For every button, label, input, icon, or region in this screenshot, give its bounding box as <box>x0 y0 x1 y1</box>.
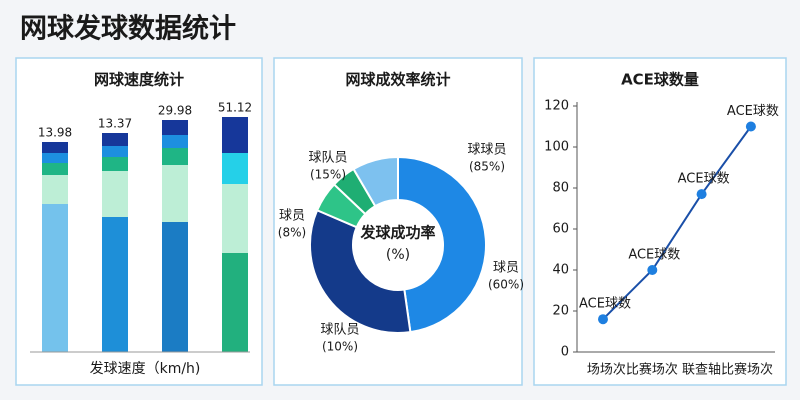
bar-segment <box>102 217 128 352</box>
point <box>696 189 707 200</box>
point <box>647 265 658 275</box>
point-label: ACE球数 <box>678 172 730 187</box>
page-title: 网球发球数据统计 <box>20 13 236 45</box>
bar-segment <box>42 153 68 163</box>
line <box>602 125 752 320</box>
slice-value-label: (10%) <box>322 340 358 354</box>
donut-slice <box>397 155 487 334</box>
slice-value-label: (60%) <box>488 278 524 292</box>
slice-name: 球球员 <box>467 143 506 158</box>
donut-slice <box>309 208 412 334</box>
donut-slice <box>352 155 399 208</box>
chart-title: 网球速度统计 <box>94 71 184 89</box>
slice-value-label: (85%) <box>469 160 505 174</box>
bar-segment <box>102 133 128 146</box>
point <box>745 121 756 132</box>
y-tick-label: 100 <box>544 140 569 155</box>
bar-label: 13.37 <box>98 117 132 131</box>
bar-segment <box>102 157 128 171</box>
slice-name: 球队员 <box>308 151 347 166</box>
y-tick-label: 20 <box>552 304 569 319</box>
panel <box>273 57 523 386</box>
chart-title: ACE球数量 <box>621 71 699 89</box>
bar-segment <box>222 153 248 184</box>
bar-segment <box>162 165 188 222</box>
bar-label: 29.98 <box>158 104 192 118</box>
x-axis-label: 场场次比赛场次 联查轴比赛场次 <box>587 362 773 378</box>
panel <box>533 57 787 386</box>
center-label: (%) <box>386 247 410 263</box>
slice-name: 球员 <box>493 261 519 276</box>
bar-segment <box>42 163 68 175</box>
bar-segment <box>162 135 188 148</box>
bar-segment <box>222 253 248 352</box>
y-tick-label: 60 <box>552 222 569 237</box>
x-axis-label: 发球速度（km/h) <box>90 361 201 377</box>
y-tick-label: 120 <box>544 99 569 114</box>
point-label: ACE球数 <box>628 248 680 263</box>
chart-title: 网球成效率统计 <box>345 71 450 89</box>
bar-segment <box>102 171 128 217</box>
y-tick-label: 0 <box>561 345 569 360</box>
bar-label: 51.12 <box>218 101 252 115</box>
center-label: 发球成功率 <box>359 224 435 242</box>
bar-segment <box>162 148 188 165</box>
slice-name: 球员 <box>279 209 305 224</box>
bar-segment <box>102 146 128 157</box>
y-tick-label: 40 <box>552 263 569 278</box>
point-label: ACE球数 <box>727 104 779 119</box>
bar-segment <box>222 184 248 253</box>
slice-value-label: (8%) <box>278 226 306 240</box>
point-label: ACE球数 <box>579 297 631 312</box>
bar-segment <box>162 120 188 135</box>
bar-segment <box>162 222 188 352</box>
slice-value-label: (15%) <box>310 168 346 182</box>
bar-label: 13.98 <box>38 126 72 140</box>
point <box>598 314 608 325</box>
bar-segment <box>42 142 68 153</box>
y-tick-label: 80 <box>552 181 569 196</box>
bar-segment <box>42 204 68 352</box>
slice-name: 球队员 <box>320 323 359 338</box>
bar-segment <box>42 175 68 204</box>
bar-segment <box>222 117 248 153</box>
